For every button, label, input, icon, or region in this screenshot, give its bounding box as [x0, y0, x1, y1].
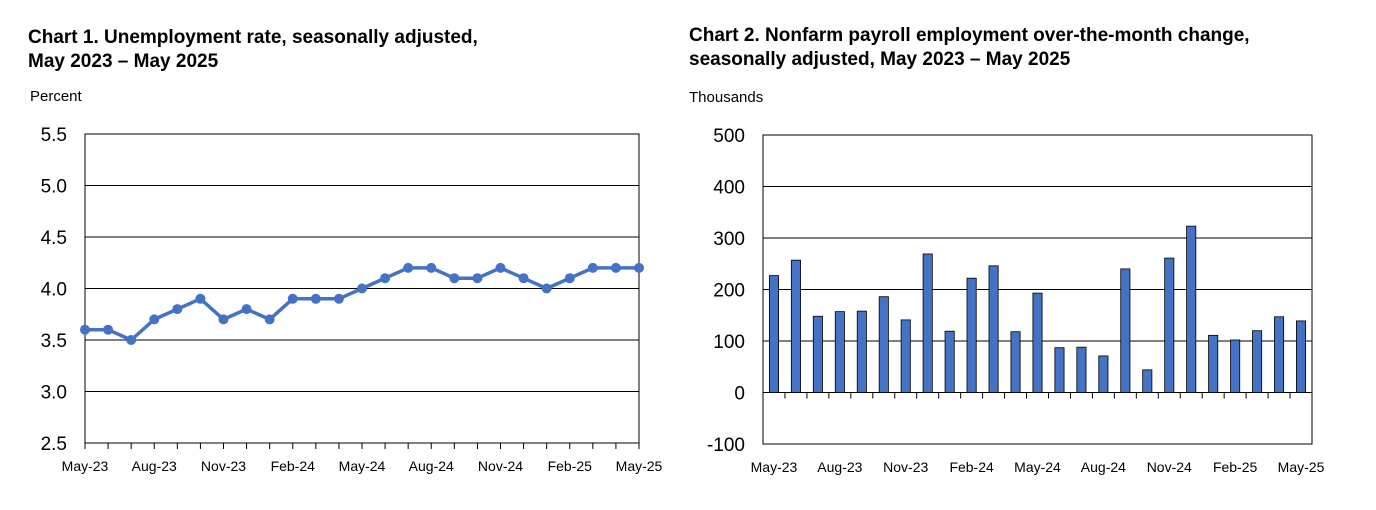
x-tick-label: Nov-23 [883, 459, 928, 475]
y-tick-label: 4.0 [41, 280, 67, 301]
bar [1252, 330, 1263, 393]
data-point [426, 262, 437, 273]
data-point [310, 293, 321, 304]
x-tick-label: Aug-24 [1081, 459, 1126, 475]
bar [1142, 369, 1153, 393]
chart1-y-unit-label: Percent [30, 88, 82, 105]
plot-area-frame [762, 134, 1313, 445]
data-point [634, 262, 644, 273]
data-point [333, 293, 344, 304]
chart2-y-unit-label: Thousands [689, 89, 764, 106]
bar [1208, 334, 1219, 393]
y-tick-label: 500 [713, 126, 745, 147]
bar [1032, 292, 1043, 393]
data-point [287, 293, 298, 304]
x-tick-label: Aug-23 [132, 458, 177, 474]
data-point [518, 273, 529, 284]
x-tick-label: May-25 [1278, 459, 1325, 475]
bar [1274, 316, 1285, 393]
bar [1120, 268, 1131, 393]
x-tick-label: Feb-24 [271, 458, 316, 474]
x-tick-label: May-23 [62, 458, 109, 474]
bar [1054, 347, 1065, 393]
y-tick-label: 3.5 [41, 331, 67, 352]
data-point [449, 273, 460, 284]
bar [922, 253, 933, 393]
bar [834, 311, 845, 393]
data-point [541, 283, 552, 294]
x-tick-label: Nov-24 [1147, 459, 1192, 475]
data-point [495, 262, 506, 273]
bar [900, 319, 911, 393]
bar [1296, 320, 1307, 393]
data-point [610, 262, 621, 273]
data-point [403, 262, 414, 273]
x-tick-label: Nov-23 [201, 458, 246, 474]
bar [768, 275, 779, 393]
y-tick-label: 400 [713, 178, 745, 199]
bar [790, 259, 801, 393]
data-point [357, 283, 367, 294]
x-tick-label: Feb-24 [949, 459, 994, 475]
data-point [149, 314, 160, 325]
y-tick-label: 2.5 [41, 434, 67, 455]
bar [856, 310, 867, 393]
data-point [564, 273, 575, 284]
data-point [380, 273, 391, 284]
data-point [80, 324, 90, 335]
y-tick-label: -100 [707, 435, 745, 456]
x-tick-label: May-24 [339, 458, 386, 474]
x-tick-label: Feb-25 [1213, 459, 1258, 475]
y-tick-label: 4.5 [41, 228, 67, 249]
data-point [195, 293, 206, 304]
bar [1230, 339, 1241, 393]
bar [1186, 225, 1197, 393]
x-tick-label: Aug-23 [817, 459, 862, 475]
bar [1164, 257, 1175, 393]
data-point [172, 304, 183, 315]
data-point [126, 335, 137, 345]
x-tick-label: Nov-24 [478, 458, 523, 474]
chart2-title: Chart 2. Nonfarm payroll employment over… [689, 24, 1250, 72]
x-tick-label: Feb-25 [548, 458, 593, 474]
chart2-subtitle: seasonally adjusted, May 2023 – May 2025 [689, 49, 1071, 70]
chart1-subtitle: May 2023 – May 2025 [28, 51, 219, 72]
bar [812, 315, 823, 393]
bar [988, 265, 999, 393]
bar [1010, 331, 1021, 393]
data-point [241, 304, 252, 315]
x-tick-label: May-23 [751, 459, 798, 475]
y-tick-label: 200 [713, 281, 745, 302]
bar [1098, 355, 1109, 393]
x-tick-label: May-25 [616, 458, 663, 474]
y-tick-label: 5.0 [41, 177, 67, 198]
y-tick-label: 100 [713, 332, 745, 353]
bar [878, 296, 889, 393]
bar [944, 330, 955, 393]
data-point [218, 314, 229, 325]
bar [1076, 346, 1087, 393]
y-tick-label: 300 [713, 229, 745, 250]
data-point [264, 314, 275, 325]
chart1-title-line1: Chart 1. Unemployment rate, seasonally a… [28, 27, 478, 48]
y-tick-label: 5.5 [41, 125, 67, 146]
data-point [472, 273, 483, 284]
data-point [587, 262, 598, 273]
bar [966, 277, 977, 393]
chart1-title: Chart 1. Unemployment rate, seasonally a… [28, 26, 478, 74]
y-tick-label: 3.0 [41, 383, 67, 404]
x-tick-label: Aug-24 [409, 458, 454, 474]
y-tick-label: 0 [734, 384, 745, 405]
chart2-title-line1: Chart 2. Nonfarm payroll employment over… [689, 25, 1250, 46]
x-tick-label: May-24 [1014, 459, 1061, 475]
data-point [103, 324, 114, 335]
